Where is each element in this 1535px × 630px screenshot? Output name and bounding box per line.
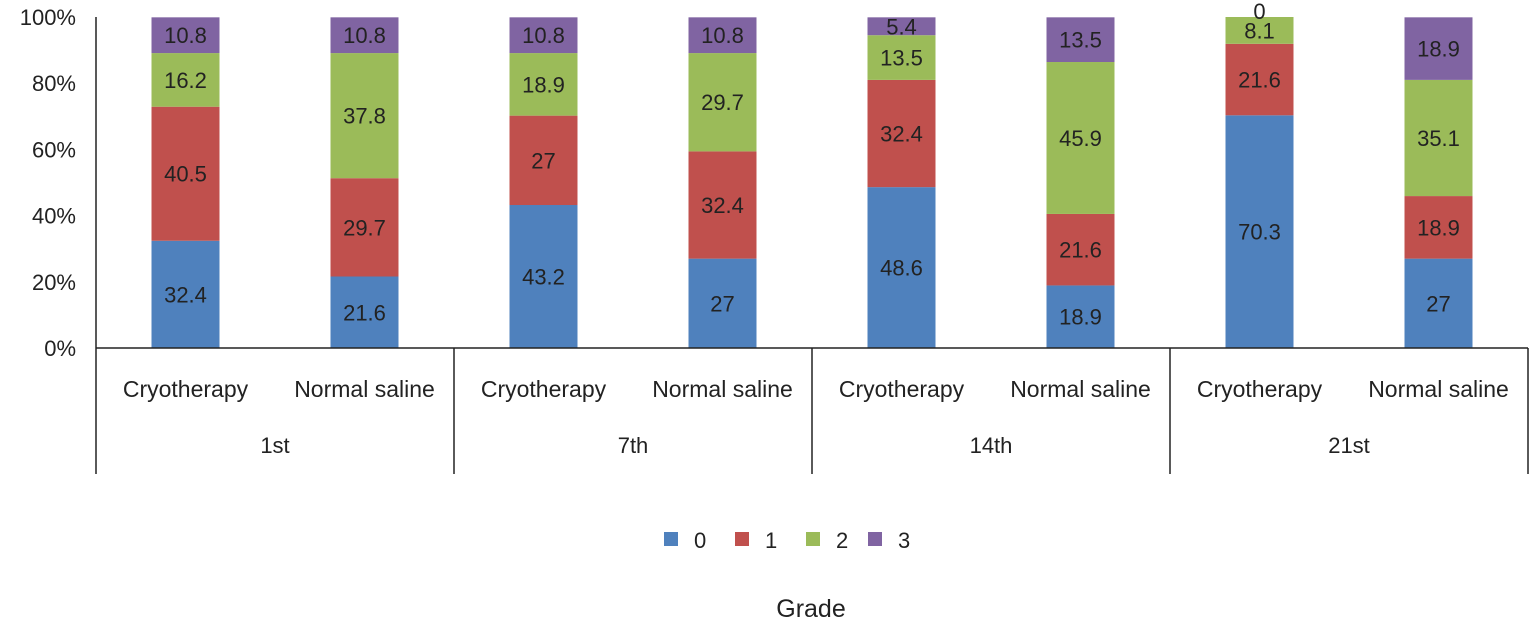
bar-segment-grade-1	[688, 151, 757, 259]
bar-segment-grade-2	[330, 53, 399, 179]
bar-segment-grade-0	[509, 205, 578, 348]
bar-segment-grade-0	[1225, 115, 1294, 348]
bar-segment-grade-1	[151, 106, 220, 241]
data-label: 18.9	[1417, 215, 1460, 240]
bar-segment-grade-1	[1225, 43, 1294, 116]
bar-segment-grade-3	[1046, 17, 1115, 63]
bar-segment-grade-3	[509, 17, 578, 54]
bar-segment-grade-3	[867, 17, 936, 36]
y-tick-label: 40%	[32, 204, 76, 229]
data-label: 32.4	[880, 122, 923, 147]
legend-label: 1	[765, 528, 777, 553]
y-tick-label: 20%	[32, 270, 76, 295]
legend-swatch-grade-0	[664, 532, 678, 546]
bar-segment-grade-2	[688, 53, 757, 152]
bar-segment-grade-0	[867, 187, 936, 348]
plot-area: 32.4 40.5 16.2 10.8 21.6 29.7 37.8 10.8 43.2 27 18…	[151, 0, 1473, 348]
y-axis: 0% 20% 40% 60% 80% 100%	[20, 5, 97, 361]
bar-segment-grade-3	[1404, 17, 1473, 80]
legend-label: 0	[694, 528, 706, 553]
data-label: 21.6	[1238, 68, 1281, 93]
bar-segment-grade-1	[867, 79, 936, 188]
data-label: 27	[531, 148, 555, 173]
category-label: Normal saline	[1010, 376, 1151, 402]
group-label: 21st	[1328, 433, 1370, 458]
data-label: 37.8	[343, 104, 386, 129]
data-label: 13.5	[880, 46, 923, 71]
data-label: 10.8	[522, 23, 565, 48]
bar-segment-grade-2	[867, 35, 936, 80]
bar-segment-grade-0	[1046, 285, 1115, 348]
data-label: 21.6	[343, 300, 386, 325]
bar-segment-grade-3	[688, 17, 757, 54]
bar-segment-grade-2	[151, 53, 220, 107]
data-label: 10.8	[343, 23, 386, 48]
x-axis: Cryotherapy Normal saline Cryotherapy Norma…	[95, 347, 1529, 474]
bar-segment-grade-0	[330, 276, 399, 348]
data-label: 35.1	[1417, 126, 1460, 151]
y-tick-label: 0%	[44, 336, 76, 361]
category-label: Cryotherapy	[123, 376, 249, 402]
category-label: Normal saline	[294, 376, 435, 402]
data-label: 29.7	[701, 90, 744, 115]
bar-segment-grade-2	[509, 53, 578, 116]
data-label: 27	[1426, 291, 1450, 316]
group-label: 14th	[970, 433, 1013, 458]
group-label: 1st	[260, 433, 289, 458]
data-label: 18.9	[522, 72, 565, 97]
bar-segment-grade-1	[330, 178, 399, 277]
bar-segment-grade-0	[688, 258, 757, 348]
legend-label: 2	[836, 528, 848, 553]
category-label: Cryotherapy	[1197, 376, 1323, 402]
bar-segment-grade-2	[1225, 17, 1294, 44]
data-label: 13.5	[1059, 28, 1102, 53]
category-label: Cryotherapy	[839, 376, 965, 402]
bar-segment-grade-3	[330, 17, 399, 54]
data-label: 32.4	[164, 282, 207, 307]
data-label: 45.9	[1059, 126, 1102, 151]
data-label: 21.6	[1059, 238, 1102, 263]
group-label: 7th	[618, 433, 649, 458]
data-label: 18.9	[1417, 37, 1460, 62]
bar-segment-grade-1	[1404, 196, 1473, 259]
data-label: 29.7	[343, 215, 386, 240]
bar-segment-grade-2	[1046, 62, 1115, 214]
legend-swatch-grade-2	[806, 532, 820, 546]
data-label: 18.9	[1059, 305, 1102, 330]
category-label: Normal saline	[652, 376, 793, 402]
data-label: 70.3	[1238, 220, 1281, 245]
legend-label: 3	[898, 528, 910, 553]
category-label: Normal saline	[1368, 376, 1509, 402]
legend-swatch-grade-3	[868, 532, 882, 546]
y-tick-label: 60%	[32, 137, 76, 162]
data-label: 10.8	[701, 23, 744, 48]
data-label: 5.4	[886, 14, 917, 39]
data-label: 48.6	[880, 256, 923, 281]
bar-segment-grade-1	[1046, 213, 1115, 286]
data-label: 0	[1253, 0, 1265, 24]
bar-segment-grade-0	[151, 240, 220, 348]
y-tick-label: 100%	[20, 5, 76, 30]
bar-segment-grade-2	[1404, 79, 1473, 197]
data-label: 10.8	[164, 23, 207, 48]
bar-segment-grade-3	[151, 17, 220, 54]
y-tick-label: 80%	[32, 71, 76, 96]
data-label: 43.2	[522, 265, 565, 290]
data-label: 8.1	[1244, 18, 1275, 43]
legend: 0 1 2 3	[664, 528, 910, 553]
legend-swatch-grade-1	[735, 532, 749, 546]
x-axis-title: Grade	[776, 595, 845, 623]
data-label: 27	[710, 291, 734, 316]
category-label: Cryotherapy	[481, 376, 607, 402]
data-label: 32.4	[701, 193, 744, 218]
bar-segment-grade-0	[1404, 258, 1473, 348]
bar-segment-grade-1	[509, 115, 578, 206]
data-label: 40.5	[164, 162, 207, 187]
data-label: 16.2	[164, 68, 207, 93]
